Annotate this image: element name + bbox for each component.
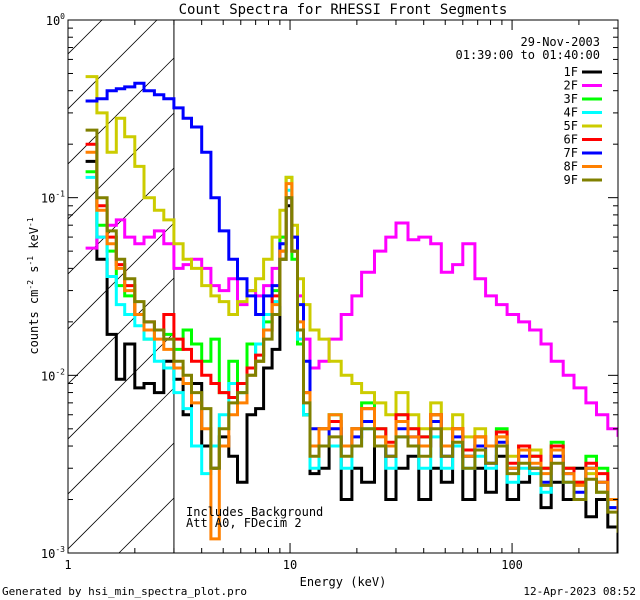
x-tick-label: 100 (501, 558, 523, 572)
hatch-line (67, 112, 175, 220)
y-axis-label: counts cm-2 s-1 keV-1 (26, 217, 41, 354)
legend-label-7f: 7F (564, 146, 578, 160)
y-tick-label: 10-3 (41, 545, 65, 561)
x-tick-label: 10 (283, 558, 297, 572)
hatch-line (118, 497, 175, 554)
footer-generated-by: Generated by hsi_min_spectra_plot.pro (2, 585, 247, 598)
background-hatch-region (67, 19, 175, 554)
hatch-line (67, 19, 103, 55)
y-label-kev: keV (27, 227, 41, 256)
hatch-line (67, 387, 175, 495)
x-axis-label: Energy (keV) (300, 575, 387, 589)
legend-label-9f: 9F (564, 173, 578, 187)
tick-labels: 1 10 100 100 10-1 10-2 10-3 (41, 12, 523, 572)
plot-frame (67, 19, 619, 554)
hatch-line (67, 332, 175, 440)
legend-label-3f: 3F (564, 92, 578, 106)
hatch-line (67, 222, 175, 330)
hatch-line (67, 19, 158, 110)
legend-label-6f: 6F (564, 133, 578, 147)
y-label-exp-cm: -2 (26, 280, 35, 290)
legend-label-2f: 2F (564, 79, 578, 93)
date-label: 29-Nov-2003 (521, 35, 600, 49)
y-label-exp-s: -1 (26, 256, 35, 266)
annotation-background: Includes Background (186, 505, 323, 519)
y-label-exp-kev: -1 (26, 217, 35, 227)
series-lines (85, 75, 618, 553)
series-line-2f (85, 196, 618, 437)
hatch-line (67, 277, 175, 385)
series-line-8f (85, 150, 618, 541)
y-tick-label: 10-1 (41, 190, 65, 206)
annotation-attenuator: Att A0, FDecim 2 (186, 516, 302, 530)
legend-label-8f: 8F (564, 160, 578, 174)
time-range-label: 01:39:00 to 01:40:00 (456, 48, 601, 62)
footer-timestamp: 12-Apr-2023 08:52 (523, 585, 636, 598)
hatch-line (67, 442, 175, 550)
y-label-s: s (27, 266, 41, 280)
y-tick-label: 100 (46, 12, 65, 28)
y-tick-label: 10-2 (41, 367, 65, 383)
hatch-line (67, 57, 175, 165)
x-tick-label: 1 (64, 558, 71, 572)
y-label-counts: counts cm (27, 290, 41, 355)
legend-label-5f: 5F (564, 119, 578, 133)
legend-label-1f: 1F (564, 65, 578, 79)
chart-title: Count Spectra for RHESSI Front Segments (179, 2, 508, 18)
series-line-9f (85, 128, 618, 533)
legend-label-4f: 4F (564, 106, 578, 120)
axis-ticks (67, 20, 619, 554)
